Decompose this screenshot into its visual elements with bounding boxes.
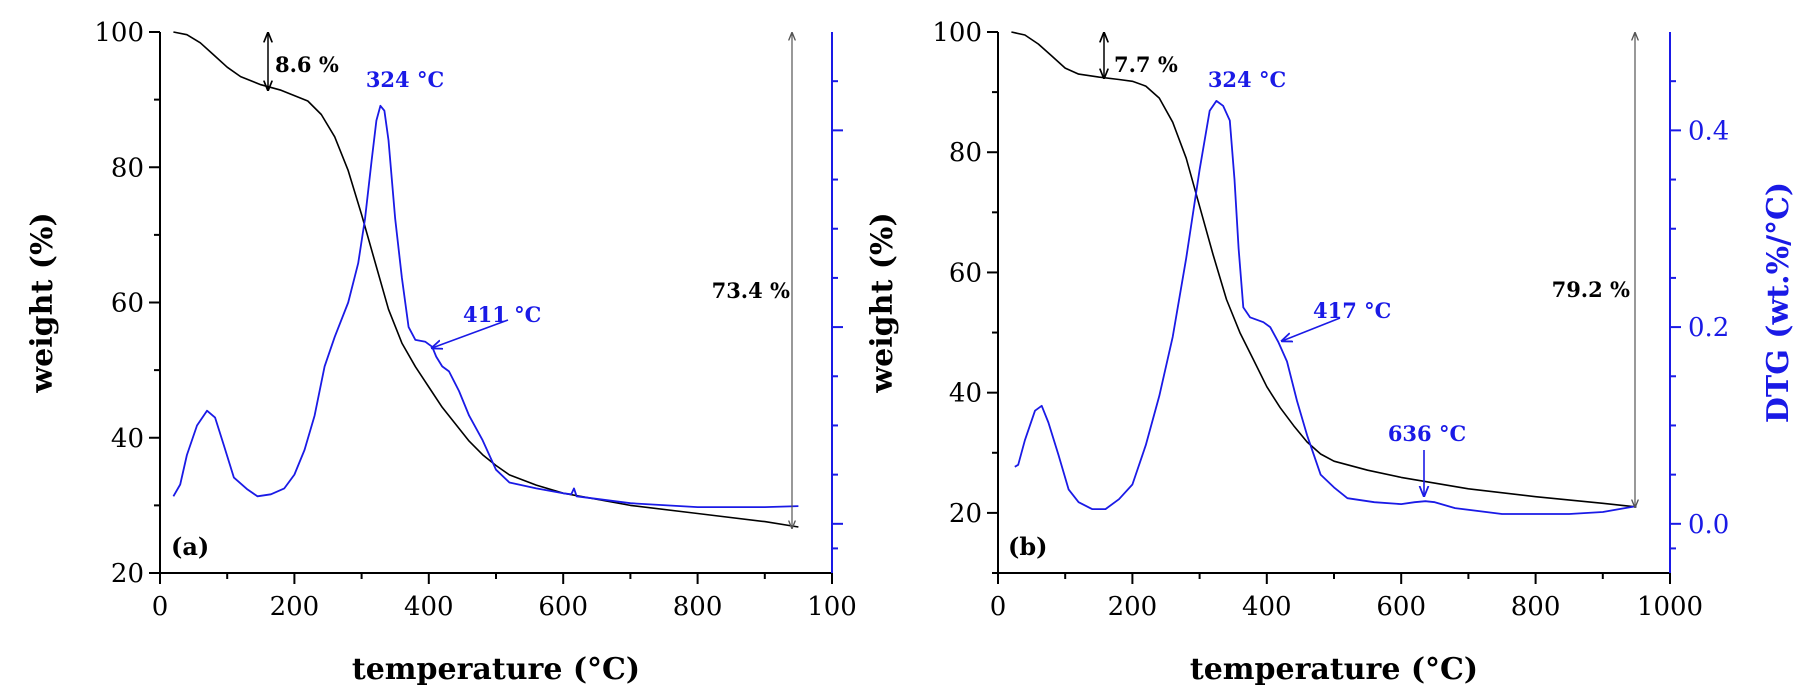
panel-b-y-tick-label: 100	[932, 18, 982, 48]
panel-b-annotation: 417 °C	[1313, 298, 1391, 323]
panel-a-x-tick-label: 0	[152, 592, 169, 622]
panel-b-annotation: 636 °C	[1388, 421, 1466, 446]
panel-b-series-weight	[1011, 32, 1636, 507]
panel-b-y-tick-label: 80	[949, 138, 982, 168]
panel-a-x-tick-label: 100	[807, 592, 857, 622]
panel-b-annotation: 7.7 %	[1114, 52, 1178, 77]
panel-b-label: (b)	[1008, 532, 1048, 561]
panel-b-annotation: 79.2 %	[1552, 277, 1630, 302]
panel-b-x-tick-label: 400	[1242, 592, 1292, 622]
panel-a-x-tick-label: 400	[404, 592, 454, 622]
tga-dtg-figure: 0 200 400 600 800 10020406080100temperature (…	[0, 0, 1798, 700]
panel-b-y-tick-label: 60	[949, 258, 982, 288]
panel-b-y-axis-title: weight (%)	[865, 212, 900, 393]
panel-a-annotation: 8.6 %	[275, 52, 339, 77]
panel-a-chart: 0 200 400 600 800 100 20 40 60 80 100 temperature (…	[25, 18, 857, 687]
panel-a-y-tick-label: 60	[111, 289, 144, 319]
panel-b-y2-tick-label: 0.0	[1688, 510, 1729, 540]
panel-a-annotation: 324 °C	[366, 67, 444, 92]
panel-b-y2-tick-label: 0.2	[1688, 313, 1729, 343]
panel-a-series-weight	[173, 32, 798, 527]
panel-a-x-tick-label: 800	[673, 592, 723, 622]
panel-a-x-tick-label: 600	[538, 592, 588, 622]
panel-a-y-tick-label: 100	[94, 18, 144, 48]
panel-b-x-tick-label: 0	[990, 592, 1007, 622]
panel-b-x-tick-label: 800	[1511, 592, 1561, 622]
panel-b-y-tick-label: 40	[949, 379, 982, 409]
panel-a-y-tick-label: 80	[111, 153, 144, 183]
panel-a-annotation: 411 °C	[463, 302, 541, 327]
panel-b-chart: 0 200 400 600 800 1000 20 40 60 80 100 0.0 0.2 0.4 tem…	[865, 18, 1796, 687]
panel-a-annotation: 73.4 %	[712, 278, 790, 303]
panel-b-x-tick-label: 600	[1376, 592, 1426, 622]
panel-b-x-axis-title: temperature (°C)	[1190, 652, 1478, 687]
panel-b-x-tick-label: 200	[1108, 592, 1158, 622]
panel-b-x-tick-label: 1000	[1637, 592, 1703, 622]
panel-a-y-tick-label: 20	[111, 559, 144, 589]
panel-b-y2-tick-label: 0.4	[1688, 116, 1729, 146]
panel-b-y2-axis-title: DTG (wt.%/°C)	[1761, 182, 1796, 423]
panel-a-x-tick-label: 200	[270, 592, 320, 622]
panel-a-y-tick-label: 40	[111, 424, 144, 454]
panel-a-x-axis-title: temperature (°C)	[352, 652, 640, 687]
panel-b-annotation: 324 °C	[1208, 67, 1286, 92]
panel-a-label: (a)	[171, 532, 209, 561]
panel-a-y-axis-title: weight (%)	[25, 212, 60, 393]
panel-b-y-tick-label: 20	[949, 499, 982, 529]
